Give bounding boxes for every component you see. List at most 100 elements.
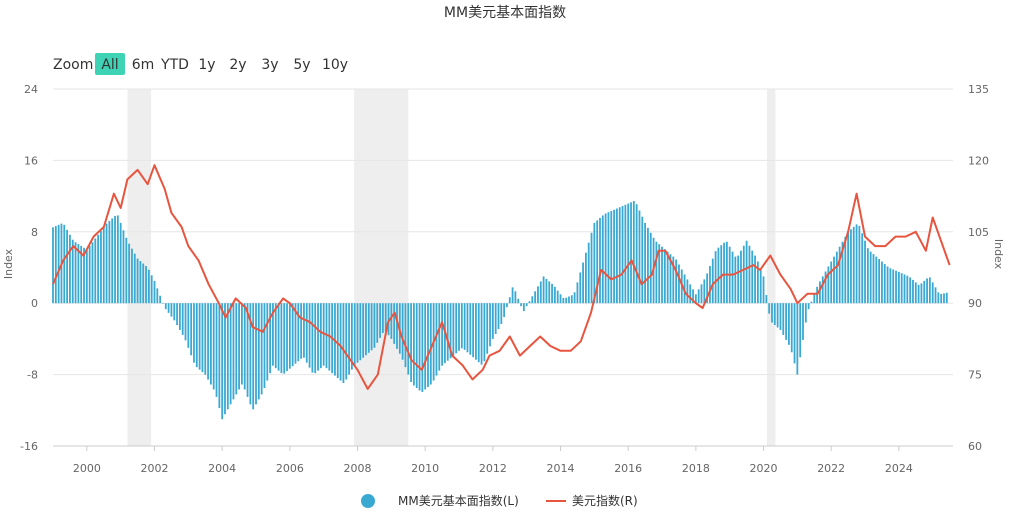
bar: [903, 274, 906, 304]
zoom-button-5y[interactable]: 5y: [293, 57, 310, 73]
bar: [638, 210, 641, 304]
bar: [413, 303, 415, 386]
bar: [83, 247, 85, 304]
bar: [644, 222, 647, 304]
y-right-tick-label: 105: [968, 226, 989, 239]
x-tick-label: 2008: [344, 462, 372, 475]
bar: [511, 287, 514, 304]
bar: [864, 240, 866, 304]
bar: [280, 303, 283, 374]
bar: [931, 282, 934, 304]
recession-band-1: [354, 89, 409, 446]
bar: [934, 287, 937, 304]
bar: [401, 303, 404, 360]
bar: [926, 278, 928, 304]
bar: [816, 286, 818, 304]
bar: [396, 303, 398, 349]
bar: [672, 256, 675, 304]
bar: [666, 251, 669, 304]
recession-band-0: [127, 89, 152, 446]
x-tick-label: 2022: [817, 462, 845, 475]
bar: [663, 249, 666, 304]
zoom-button-all[interactable]: All: [95, 53, 125, 75]
bar: [77, 244, 80, 304]
bar: [303, 303, 305, 358]
x-tick-label: 2016: [614, 462, 642, 475]
bar: [799, 303, 802, 358]
bar: [319, 303, 322, 369]
bar: [582, 262, 584, 304]
zoom-button-label: 6m: [132, 57, 155, 73]
bar: [272, 303, 274, 366]
bar: [424, 303, 427, 390]
legend-item-bars[interactable]: MM美元基本面指数(L): [361, 493, 519, 508]
bar: [587, 242, 590, 304]
bar: [229, 303, 232, 405]
bar: [418, 303, 421, 391]
bar: [508, 297, 511, 304]
zoom-button-label: 3y: [261, 57, 278, 73]
bar: [861, 233, 864, 304]
bar: [198, 303, 201, 370]
zoom-label: Zoom: [53, 57, 93, 73]
zoom-button-ytd[interactable]: YTD: [160, 57, 189, 73]
bar: [283, 303, 286, 374]
bar: [170, 303, 173, 317]
bar: [613, 209, 615, 304]
bar: [145, 266, 147, 304]
bar: [537, 286, 539, 304]
bar: [852, 226, 855, 304]
bar: [779, 303, 782, 330]
bar: [607, 212, 610, 304]
bar: [356, 303, 359, 363]
bar: [212, 303, 215, 390]
recession-shading: [127, 89, 776, 446]
bar: [525, 303, 528, 307]
bar: [376, 303, 379, 343]
bar: [624, 204, 627, 304]
bar: [404, 303, 407, 368]
bar: [308, 303, 311, 368]
line-series-dollar-index[interactable]: [52, 164, 951, 390]
bar: [618, 207, 621, 304]
chart-title: MM美元基本面指数: [444, 4, 566, 21]
bar: [460, 303, 463, 349]
bar: [833, 256, 835, 304]
legend-item-line[interactable]: 美元指数(R): [546, 493, 638, 508]
zoom-button-1y[interactable]: 1y: [198, 57, 215, 73]
bar: [706, 273, 709, 304]
bar: [790, 303, 793, 353]
bar: [111, 218, 114, 304]
bar: [700, 284, 703, 304]
bar: [579, 272, 582, 304]
bar: [252, 303, 255, 410]
bar: [255, 303, 257, 405]
bar: [131, 248, 133, 304]
bar: [362, 303, 365, 358]
bar: [923, 280, 926, 304]
bar: [804, 303, 807, 323]
bar: [503, 303, 506, 318]
zoom-button-6m[interactable]: 6m: [132, 57, 155, 73]
bar: [114, 215, 116, 304]
zoom-button-3y[interactable]: 3y: [261, 57, 278, 73]
bar: [178, 303, 181, 330]
bar: [458, 303, 460, 351]
bar-series-fundamental-index[interactable]: [52, 201, 948, 420]
zoom-button-10y[interactable]: 10y: [322, 57, 348, 73]
zoom-button-label: YTD: [160, 57, 189, 73]
zoom-button-2y[interactable]: 2y: [229, 57, 246, 73]
bar: [692, 289, 694, 304]
bar: [610, 210, 613, 304]
bar: [477, 303, 480, 363]
y-right-tick-label: 75: [968, 369, 982, 382]
bar: [336, 303, 339, 379]
bar: [466, 303, 469, 353]
bar: [714, 251, 717, 304]
y-left-tick-label: -16: [20, 440, 38, 453]
bar: [288, 303, 291, 369]
bar: [686, 279, 689, 304]
y-right-tick-label: 60: [968, 440, 982, 453]
bar: [441, 303, 443, 366]
